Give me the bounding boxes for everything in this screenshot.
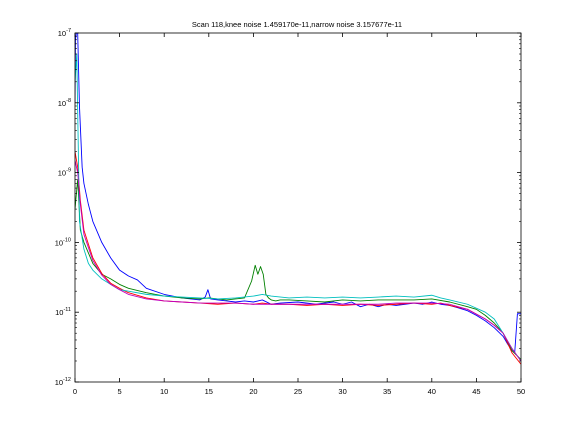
x-tick-label: 45 — [472, 387, 480, 396]
x-tick-label: 40 — [428, 387, 436, 396]
series-line-2 — [75, 178, 521, 360]
x-tick-label: 35 — [383, 387, 391, 396]
y-tick-label: 10-11 — [55, 307, 71, 317]
x-tick-label: 20 — [249, 387, 257, 396]
y-tick-label: 10-9 — [58, 168, 71, 178]
x-tick-label: 30 — [338, 387, 346, 396]
x-tick-label: 0 — [73, 387, 77, 396]
x-tick-label: 25 — [294, 387, 302, 396]
series-line-4 — [75, 53, 521, 362]
chart-title: Scan 118,knee noise 1.459170e-11,narrow … — [192, 20, 402, 29]
series-line-1 — [75, 33, 521, 353]
x-tick-label: 15 — [205, 387, 213, 396]
series-line-5 — [75, 160, 521, 362]
y-tick-label: 10-7 — [58, 28, 71, 38]
x-tick-label: 10 — [160, 387, 168, 396]
y-tick-label: 10-10 — [55, 237, 71, 247]
axis-layer: 0 5 10 15 20 25 30 35 40 45 50 10-12 10-11 10-10 10-9 1… — [55, 28, 525, 396]
x-tick-label: 5 — [118, 387, 122, 396]
x-tick-label: 50 — [517, 387, 525, 396]
y-tick-label: 10-8 — [58, 98, 71, 108]
series-layer — [75, 33, 521, 365]
y-tick-label: 10-12 — [55, 377, 71, 387]
